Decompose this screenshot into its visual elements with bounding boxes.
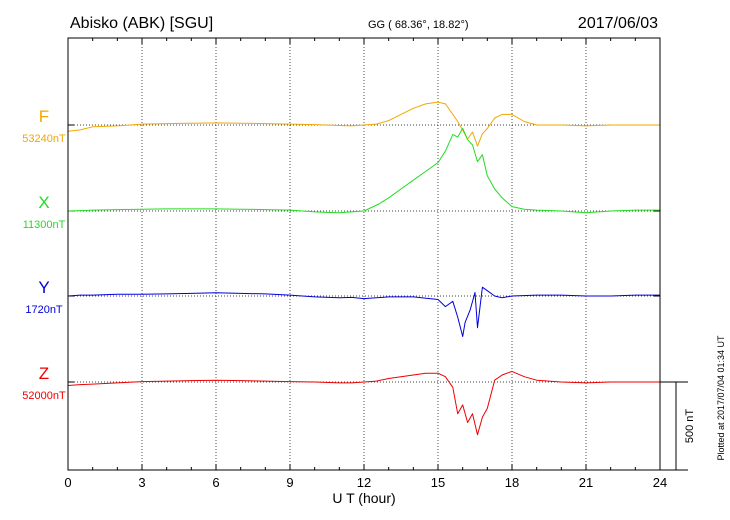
date-label: 2017/06/03 [578, 15, 658, 32]
baselines [68, 124, 660, 383]
component-name-f: F [39, 107, 49, 126]
x-tick-label: 3 [138, 475, 145, 490]
x-tick-label: 9 [286, 475, 293, 490]
coordinates-label: GG ( 68.36°, 18.82°) [368, 19, 469, 31]
vertical-grid [141, 38, 587, 470]
scale-bar-label: 500 nT [684, 409, 696, 444]
trace-x [67, 127, 660, 214]
trace-y [67, 286, 660, 337]
x-tick-label: 24 [653, 475, 667, 490]
x-tick-label: 6 [212, 475, 219, 490]
plotted-at-label: Plotted at 2017/07/04 01:34 UT [716, 335, 726, 461]
station-title: Abisko (ABK) [SGU] [70, 15, 213, 32]
x-tick-label: 15 [431, 475, 445, 490]
x-tick-label: 12 [357, 475, 371, 490]
x-tick-label: 0 [64, 475, 71, 490]
traces [67, 101, 660, 436]
x-tick-label: 18 [505, 475, 519, 490]
x-axis-label: U T (hour) [332, 490, 395, 506]
baseline-value-x: 11300nT [23, 219, 66, 231]
component-labels: F 53240nT X 11300nT Y 1720nT Z 52000nT [22, 107, 66, 402]
baseline-value-z: 52000nT [22, 390, 66, 402]
trace-f [67, 101, 660, 147]
trace-z [67, 370, 660, 436]
x-ticks: 0 3 6 9 12 15 18 21 24 [64, 38, 667, 490]
baseline-value-y: 1720nT [25, 304, 63, 316]
baseline-value-f: 53240nT [22, 133, 66, 145]
scale-bar: 500 nT [660, 381, 696, 471]
component-name-y: Y [38, 278, 49, 297]
component-name-x: X [38, 193, 49, 212]
component-name-z: Z [39, 364, 49, 383]
x-tick-label: 21 [579, 475, 593, 490]
